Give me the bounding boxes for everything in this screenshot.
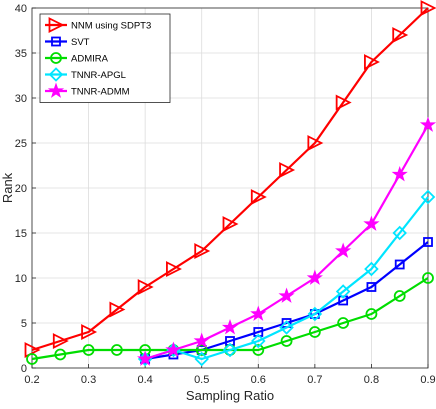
data-point — [279, 162, 296, 178]
data-point — [420, 189, 436, 205]
data-point — [335, 284, 351, 299]
data-point — [366, 282, 377, 292]
legend-marker — [51, 36, 61, 47]
legend-marker — [47, 82, 65, 98]
data-point — [193, 332, 210, 348]
data-point — [337, 317, 350, 329]
x-tick-label: 0.3 — [81, 374, 96, 386]
x-axis-title: Sampling Ratio — [186, 388, 274, 403]
y-tick-label: 5 — [21, 318, 27, 330]
series-line — [144, 241, 429, 361]
legend: NNM using SDPT3 SVT ADMIRA TNNR-APGL TNNR-AD… — [39, 13, 171, 103]
legend-marker — [50, 52, 62, 64]
y-tick-label: 20 — [15, 183, 27, 195]
data-series — [24, 0, 436, 367]
data-point — [419, 116, 436, 132]
series-line — [31, 7, 429, 352]
data-point — [250, 189, 267, 205]
x-tick-label: 0.8 — [364, 374, 379, 386]
x-tick-label: 0.7 — [307, 374, 322, 386]
data-point — [195, 344, 208, 356]
series-0 — [24, 0, 436, 358]
x-tick-label: 0.6 — [251, 374, 266, 386]
data-point — [392, 225, 407, 241]
data-point — [280, 335, 293, 347]
data-point — [307, 306, 323, 322]
data-point — [420, 0, 436, 16]
x-tick-label: 0.9 — [420, 374, 435, 386]
data-point — [365, 308, 378, 320]
data-point — [165, 341, 182, 357]
data-point — [422, 272, 434, 284]
legend-item: ADMIRA — [45, 52, 109, 65]
data-point — [222, 342, 238, 358]
x-tick-label: 0.5 — [194, 374, 209, 386]
data-point — [194, 351, 209, 367]
y-tick-label: 0 — [21, 363, 27, 375]
y-tick-label: 35 — [15, 48, 27, 60]
legend-item: SVT — [45, 36, 90, 48]
legend-item: TNNR-APGL — [45, 67, 126, 82]
legend-label: TNNR-APGL — [71, 70, 126, 81]
data-point — [363, 215, 380, 231]
legend-marker — [48, 67, 64, 82]
legend-label: SVT — [71, 37, 90, 48]
data-point — [335, 242, 352, 258]
y-tick-label: 25 — [15, 138, 27, 150]
legend-item: TNNR-ADMM — [45, 82, 130, 98]
y-tick-label: 15 — [15, 228, 27, 240]
data-point — [166, 261, 182, 277]
data-point — [137, 350, 154, 366]
data-point — [306, 269, 323, 285]
axis-ticks: 0.2 0.3 0.4 0.5 0.6 0.7 0.8 0.9 0 5 10 15 20 25 30 35 40 — [15, 3, 436, 386]
y-axis-title: Rank — [0, 172, 15, 203]
data-point — [278, 287, 295, 303]
data-point — [252, 344, 265, 356]
data-point — [364, 261, 379, 277]
data-point — [52, 333, 69, 349]
data-point — [279, 320, 294, 335]
series-line — [144, 196, 429, 361]
legend-label: NNM using SDPT3 — [71, 21, 151, 32]
data-point — [307, 135, 324, 151]
data-point — [222, 216, 239, 232]
data-point — [26, 353, 38, 365]
y-tick-label: 10 — [15, 273, 27, 285]
data-point — [221, 318, 239, 335]
data-point — [81, 324, 98, 340]
data-point — [82, 344, 95, 356]
data-point — [251, 333, 266, 349]
series-1 — [140, 237, 433, 364]
data-point — [309, 309, 320, 319]
x-tick-label: 0.4 — [137, 374, 152, 386]
legend-marker — [48, 17, 65, 33]
data-point — [109, 301, 126, 318]
data-point — [391, 165, 408, 182]
data-point — [194, 243, 211, 259]
y-tick-label: 30 — [15, 93, 27, 105]
y-tick-label: 40 — [15, 3, 27, 15]
x-tick-label: 0.2 — [24, 374, 39, 386]
data-point — [250, 305, 267, 321]
data-point — [335, 94, 352, 111]
data-point — [423, 237, 433, 247]
data-point — [392, 27, 409, 43]
data-point — [308, 326, 321, 338]
data-point — [137, 279, 154, 295]
data-point — [110, 344, 123, 356]
series-4 — [137, 116, 436, 366]
data-point — [393, 290, 406, 302]
data-point — [364, 54, 380, 70]
legend-label: ADMIRA — [71, 54, 109, 65]
legend-item: NNM using SDPT3 — [45, 17, 151, 33]
data-point — [54, 348, 67, 361]
legend-label: TNNR-ADMM — [71, 87, 130, 98]
data-point — [394, 259, 405, 270]
